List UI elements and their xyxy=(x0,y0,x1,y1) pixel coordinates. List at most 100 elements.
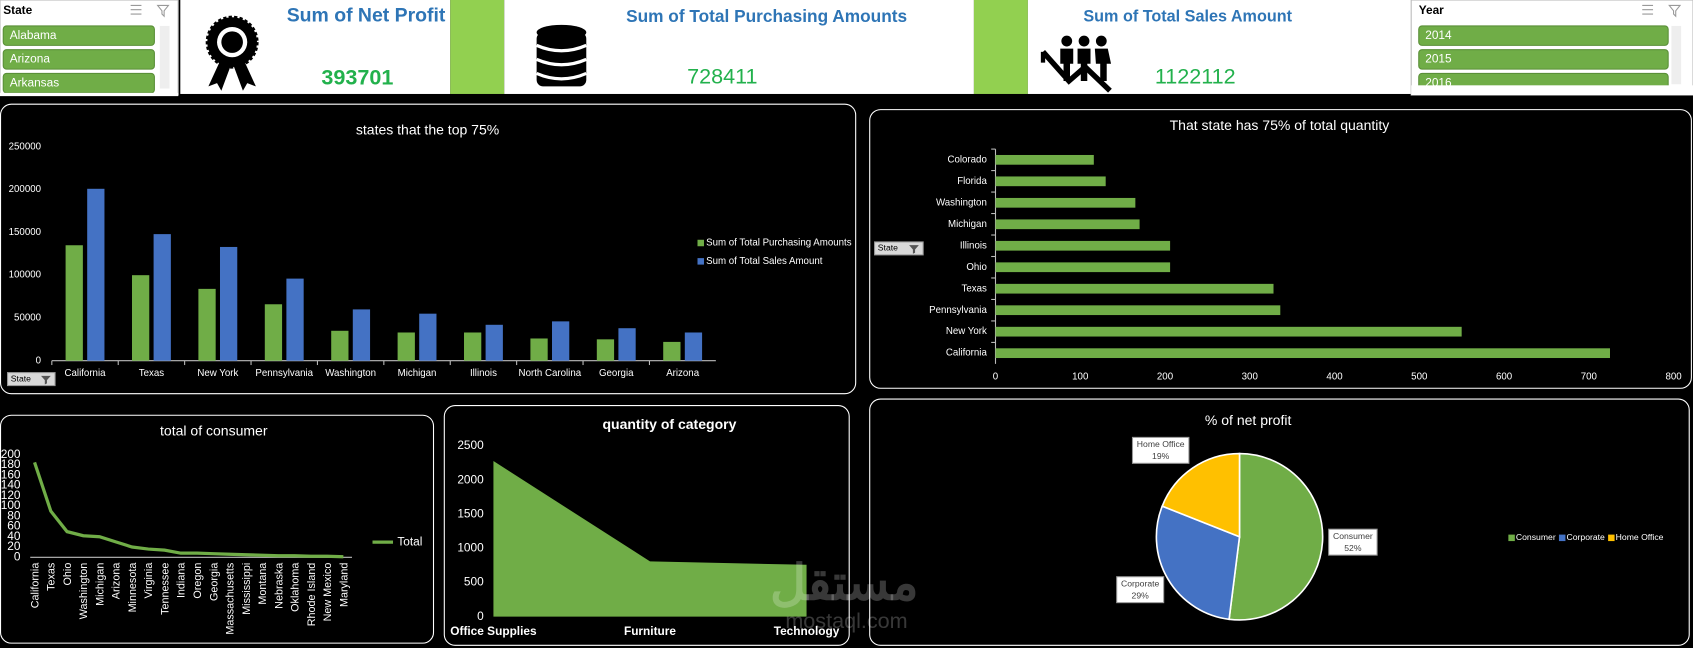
x-tick-label: Ohio xyxy=(62,563,74,586)
kpi-value: 393701 xyxy=(321,65,393,90)
slicer-item-label[interactable]: Alabama xyxy=(10,28,57,42)
x-tick-label: Technology xyxy=(774,624,840,638)
x-tick-label: Michigan xyxy=(398,368,437,379)
slicer-icons[interactable] xyxy=(130,4,1682,18)
x-tick-label: 400 xyxy=(1326,371,1343,382)
chart-title: states that the top 75% xyxy=(356,121,499,137)
x-tick-label: 500 xyxy=(1411,371,1428,382)
watermark: mostaql.com xyxy=(785,608,907,633)
chart: total of consumer 02040608010012014016018… xyxy=(0,414,435,644)
x-tick-label: Pennsylvania xyxy=(255,368,313,379)
slicer-item[interactable] xyxy=(1418,49,1669,70)
area xyxy=(493,461,807,617)
x-tick-label: New Mexico xyxy=(322,563,334,622)
bar xyxy=(995,240,1171,251)
slicer-item[interactable] xyxy=(2,49,155,70)
y-tick-label: 2000 xyxy=(457,472,484,486)
y-tick-label: 180 xyxy=(1,457,21,471)
filter-button[interactable]: State xyxy=(874,241,924,256)
y-tick-label: 500 xyxy=(464,575,484,589)
slicer-title: State xyxy=(3,3,32,17)
data-label-box xyxy=(1116,576,1165,604)
bar xyxy=(419,313,437,361)
x-tick-label: 0 xyxy=(993,371,999,382)
x-tick-label: Texas xyxy=(46,563,58,591)
filter-button-label[interactable]: State xyxy=(11,373,31,383)
bar xyxy=(397,332,415,361)
filter-button-label[interactable]: State xyxy=(878,243,898,253)
x-tick-label: Office Supplies xyxy=(450,624,537,638)
y-tick-label: 80 xyxy=(7,508,21,522)
x-tick-label: Mississippi xyxy=(241,563,253,615)
x-tick-label: California xyxy=(29,563,41,609)
kpi-card xyxy=(1027,0,1412,94)
rosette-icon xyxy=(205,15,259,91)
x-tick-label: Michigan xyxy=(94,563,106,606)
x-tick-label: 600 xyxy=(1496,371,1513,382)
kpi-title: Sum of Net Profit xyxy=(287,4,446,26)
y-tick-label: 100 xyxy=(1,498,21,512)
filter-button[interactable]: State xyxy=(7,372,56,387)
bar xyxy=(552,321,570,361)
bar xyxy=(995,262,1171,273)
legend-label: Sum of Total Sales Amount xyxy=(706,256,823,267)
y-tick-label: 50000 xyxy=(14,313,42,324)
separator xyxy=(450,0,505,94)
y-tick-label: Colorado xyxy=(947,154,986,165)
legend-label: Corporate xyxy=(1567,532,1606,542)
data-label: 29% xyxy=(1132,590,1150,600)
x-tick-label: New York xyxy=(197,368,238,379)
bar xyxy=(331,330,349,361)
separator xyxy=(973,0,1028,94)
x-tick-label: Montana xyxy=(257,563,269,605)
kpi-title: Sum of Total Purchasing Amounts xyxy=(626,6,907,26)
filter-icon[interactable] xyxy=(909,245,919,254)
y-tick-label: 160 xyxy=(1,467,21,481)
slicer-item-label[interactable]: Arkansas xyxy=(10,75,59,89)
bar xyxy=(684,332,703,361)
bar xyxy=(219,246,238,361)
bar xyxy=(87,188,105,361)
x-tick-label: Tennessee xyxy=(159,563,171,615)
x-tick-label: Washington xyxy=(325,368,376,379)
scrollbar[interactable] xyxy=(1671,25,1682,85)
scrollbar[interactable] xyxy=(159,25,170,89)
y-tick-label: 120 xyxy=(1,488,21,502)
chart-title: total of consumer xyxy=(160,423,268,439)
bar xyxy=(485,324,503,361)
pie-slice xyxy=(1155,505,1241,621)
cylinder-lines xyxy=(535,43,587,81)
bar xyxy=(618,328,636,361)
data-label: 19% xyxy=(1152,451,1170,461)
y-tick-label: Florida xyxy=(957,176,987,187)
x-tick-label: 300 xyxy=(1242,371,1259,382)
x-tick-label: North Carolina xyxy=(519,368,582,379)
bar xyxy=(131,275,150,361)
slicer-item[interactable] xyxy=(2,25,155,46)
y-tick-label: 0 xyxy=(477,609,484,623)
filter-icon[interactable] xyxy=(41,375,51,385)
bar xyxy=(995,305,1281,316)
bar xyxy=(286,278,304,361)
slicer-item-label[interactable]: 2015 xyxy=(1425,52,1452,66)
slicer-item[interactable] xyxy=(1418,25,1669,46)
slicer-icon[interactable] xyxy=(130,4,170,18)
bar xyxy=(530,338,548,361)
legend-swatch xyxy=(697,258,704,265)
head xyxy=(1061,35,1073,47)
slicer-edge xyxy=(1411,85,1693,96)
bar xyxy=(995,197,1136,208)
x-tick-label: Furniture xyxy=(624,624,676,638)
bar xyxy=(995,154,1094,165)
x-tick-label: Maryland xyxy=(338,563,350,607)
x-tick-label: Oregon xyxy=(192,563,204,599)
slicer-icon[interactable] xyxy=(1642,4,1682,18)
slicer-item-label[interactable]: Arizona xyxy=(10,52,51,66)
x-tick-label: Nebraska xyxy=(273,563,285,609)
chart-title: % of net profit xyxy=(1205,412,1292,428)
cylinder-top xyxy=(536,24,587,40)
bar xyxy=(995,326,1462,337)
bar xyxy=(596,339,615,361)
slicer-item-label[interactable]: 2014 xyxy=(1425,28,1452,42)
legend-swatch xyxy=(1508,534,1515,542)
